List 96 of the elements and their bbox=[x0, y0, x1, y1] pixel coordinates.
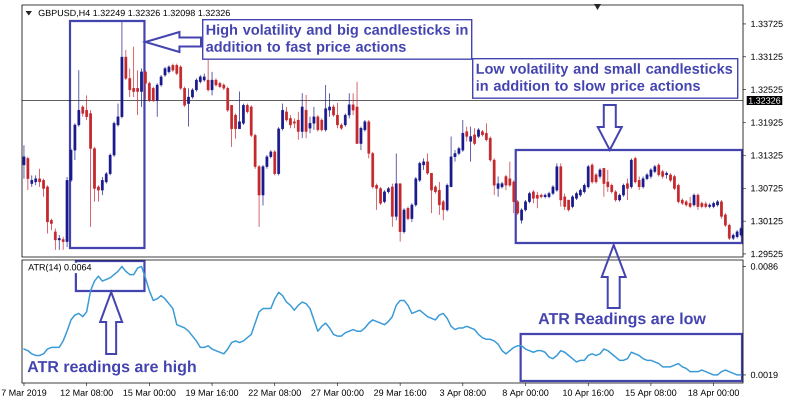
candlestick bbox=[38, 168, 42, 188]
candlestick bbox=[532, 190, 535, 204]
candlestick bbox=[292, 118, 296, 129]
x-tick-label: 7 Mar 2019 bbox=[2, 390, 46, 396]
y-tick-label: 0.0019 bbox=[750, 372, 778, 378]
candlestick bbox=[590, 162, 594, 184]
candlestick bbox=[598, 168, 602, 180]
candlestick bbox=[273, 150, 276, 176]
candlestick bbox=[406, 206, 410, 221]
candlestick bbox=[132, 46, 136, 98]
candlestick bbox=[140, 68, 143, 108]
candlestick bbox=[461, 120, 464, 152]
candlestick bbox=[242, 103, 245, 126]
candlestick bbox=[30, 175, 34, 188]
y-tick-label: 1.30725 bbox=[751, 185, 783, 192]
candlestick bbox=[696, 193, 700, 210]
candlestick bbox=[634, 156, 637, 184]
annotation: Low volatility and small candlesticks in addition to slow price actions bbox=[476, 63, 732, 94]
candlestick bbox=[438, 182, 441, 216]
candlestick bbox=[622, 183, 625, 198]
candlestick bbox=[26, 156, 30, 191]
candlestick bbox=[336, 102, 339, 129]
candlestick bbox=[152, 86, 155, 102]
candlestick bbox=[136, 70, 139, 116]
candlestick bbox=[556, 162, 558, 192]
y-tick-label: 1.30125 bbox=[751, 218, 783, 224]
x-tick-label: 10 Apr 16:00 bbox=[563, 390, 614, 398]
candlestick bbox=[650, 168, 652, 180]
chart-title: ATR(14) 0.0064 bbox=[28, 264, 92, 272]
candlestick bbox=[62, 236, 65, 250]
candlestick bbox=[626, 178, 629, 200]
candlestick bbox=[316, 114, 320, 132]
x-tick-label: 15 Apr 08:00 bbox=[626, 390, 676, 398]
annotation: ATR readings are high bbox=[28, 360, 196, 376]
candlestick bbox=[81, 104, 84, 118]
y-tick-label: 1.32525 bbox=[751, 86, 783, 93]
candlestick bbox=[34, 175, 38, 186]
candlestick bbox=[304, 94, 308, 138]
candlestick bbox=[58, 234, 61, 250]
x-tick-label: 27 Mar 00:00 bbox=[311, 390, 364, 396]
ref-line-label: 1.32326 bbox=[748, 97, 780, 104]
candlestick bbox=[642, 176, 644, 189]
candlestick bbox=[692, 193, 696, 207]
y-tick-label: 1.31325 bbox=[751, 152, 783, 159]
annotation: High volatility and big candlesticks in addition to fast price actions bbox=[206, 24, 468, 55]
candlestick bbox=[54, 228, 57, 250]
candlestick bbox=[477, 128, 480, 138]
candlestick bbox=[665, 171, 668, 180]
y-tick-label: 1.29525 bbox=[751, 250, 783, 258]
x-tick-label: 19 Mar 16:00 bbox=[186, 390, 238, 396]
candlestick bbox=[465, 126, 468, 142]
chart-title: GBPUSD,H4 1.32249 1.32326 1.32098 1.32326 bbox=[38, 10, 230, 18]
x-tick-label: 8 Apr 00:00 bbox=[502, 390, 548, 398]
x-tick-label: 3 Apr 08:00 bbox=[440, 390, 486, 398]
y-tick-label: 0.0086 bbox=[750, 263, 778, 270]
x-tick-label: 12 Mar 08:00 bbox=[60, 390, 113, 396]
x-tick-label: 18 Apr 00:00 bbox=[688, 390, 740, 398]
candlestick bbox=[512, 180, 516, 214]
candlestick bbox=[144, 70, 147, 100]
candlestick bbox=[285, 106, 288, 122]
candlestick bbox=[657, 162, 660, 177]
candlestick bbox=[324, 84, 328, 132]
candlestick bbox=[496, 176, 500, 198]
candlestick bbox=[164, 66, 166, 78]
candlestick bbox=[469, 126, 472, 162]
y-tick-label: 1.33125 bbox=[751, 54, 783, 60]
candlestick bbox=[473, 128, 476, 146]
candlestick bbox=[567, 200, 570, 212]
candlestick bbox=[206, 58, 210, 92]
candlestick bbox=[379, 186, 382, 206]
x-tick-label: 22 Mar 08:00 bbox=[248, 390, 301, 396]
candlestick bbox=[688, 196, 692, 209]
candlestick bbox=[289, 114, 292, 129]
candlestick bbox=[296, 111, 300, 140]
candlestick bbox=[606, 170, 610, 192]
candlestick bbox=[740, 226, 742, 238]
candlestick bbox=[504, 174, 508, 191]
candlestick bbox=[536, 191, 539, 209]
y-tick-label: 1.33725 bbox=[751, 20, 783, 28]
candlestick bbox=[586, 164, 590, 189]
candlestick bbox=[22, 144, 26, 180]
x-tick-label: 15 Mar 00:00 bbox=[124, 390, 176, 396]
candlestick bbox=[100, 176, 104, 196]
x-tick-label: 29 Mar 16:00 bbox=[374, 390, 426, 396]
candlestick bbox=[238, 91, 241, 130]
candlestick bbox=[602, 168, 606, 198]
candlestick bbox=[402, 208, 406, 234]
y-tick-label: 1.31925 bbox=[751, 119, 783, 126]
candlestick bbox=[312, 106, 316, 130]
annotation: ATR Readings are low bbox=[538, 312, 706, 328]
candlestick bbox=[308, 116, 312, 134]
candlestick bbox=[571, 194, 574, 209]
candlestick bbox=[383, 190, 386, 204]
candlestick bbox=[187, 88, 190, 127]
candlestick bbox=[320, 118, 324, 132]
candlestick bbox=[210, 71, 214, 96]
